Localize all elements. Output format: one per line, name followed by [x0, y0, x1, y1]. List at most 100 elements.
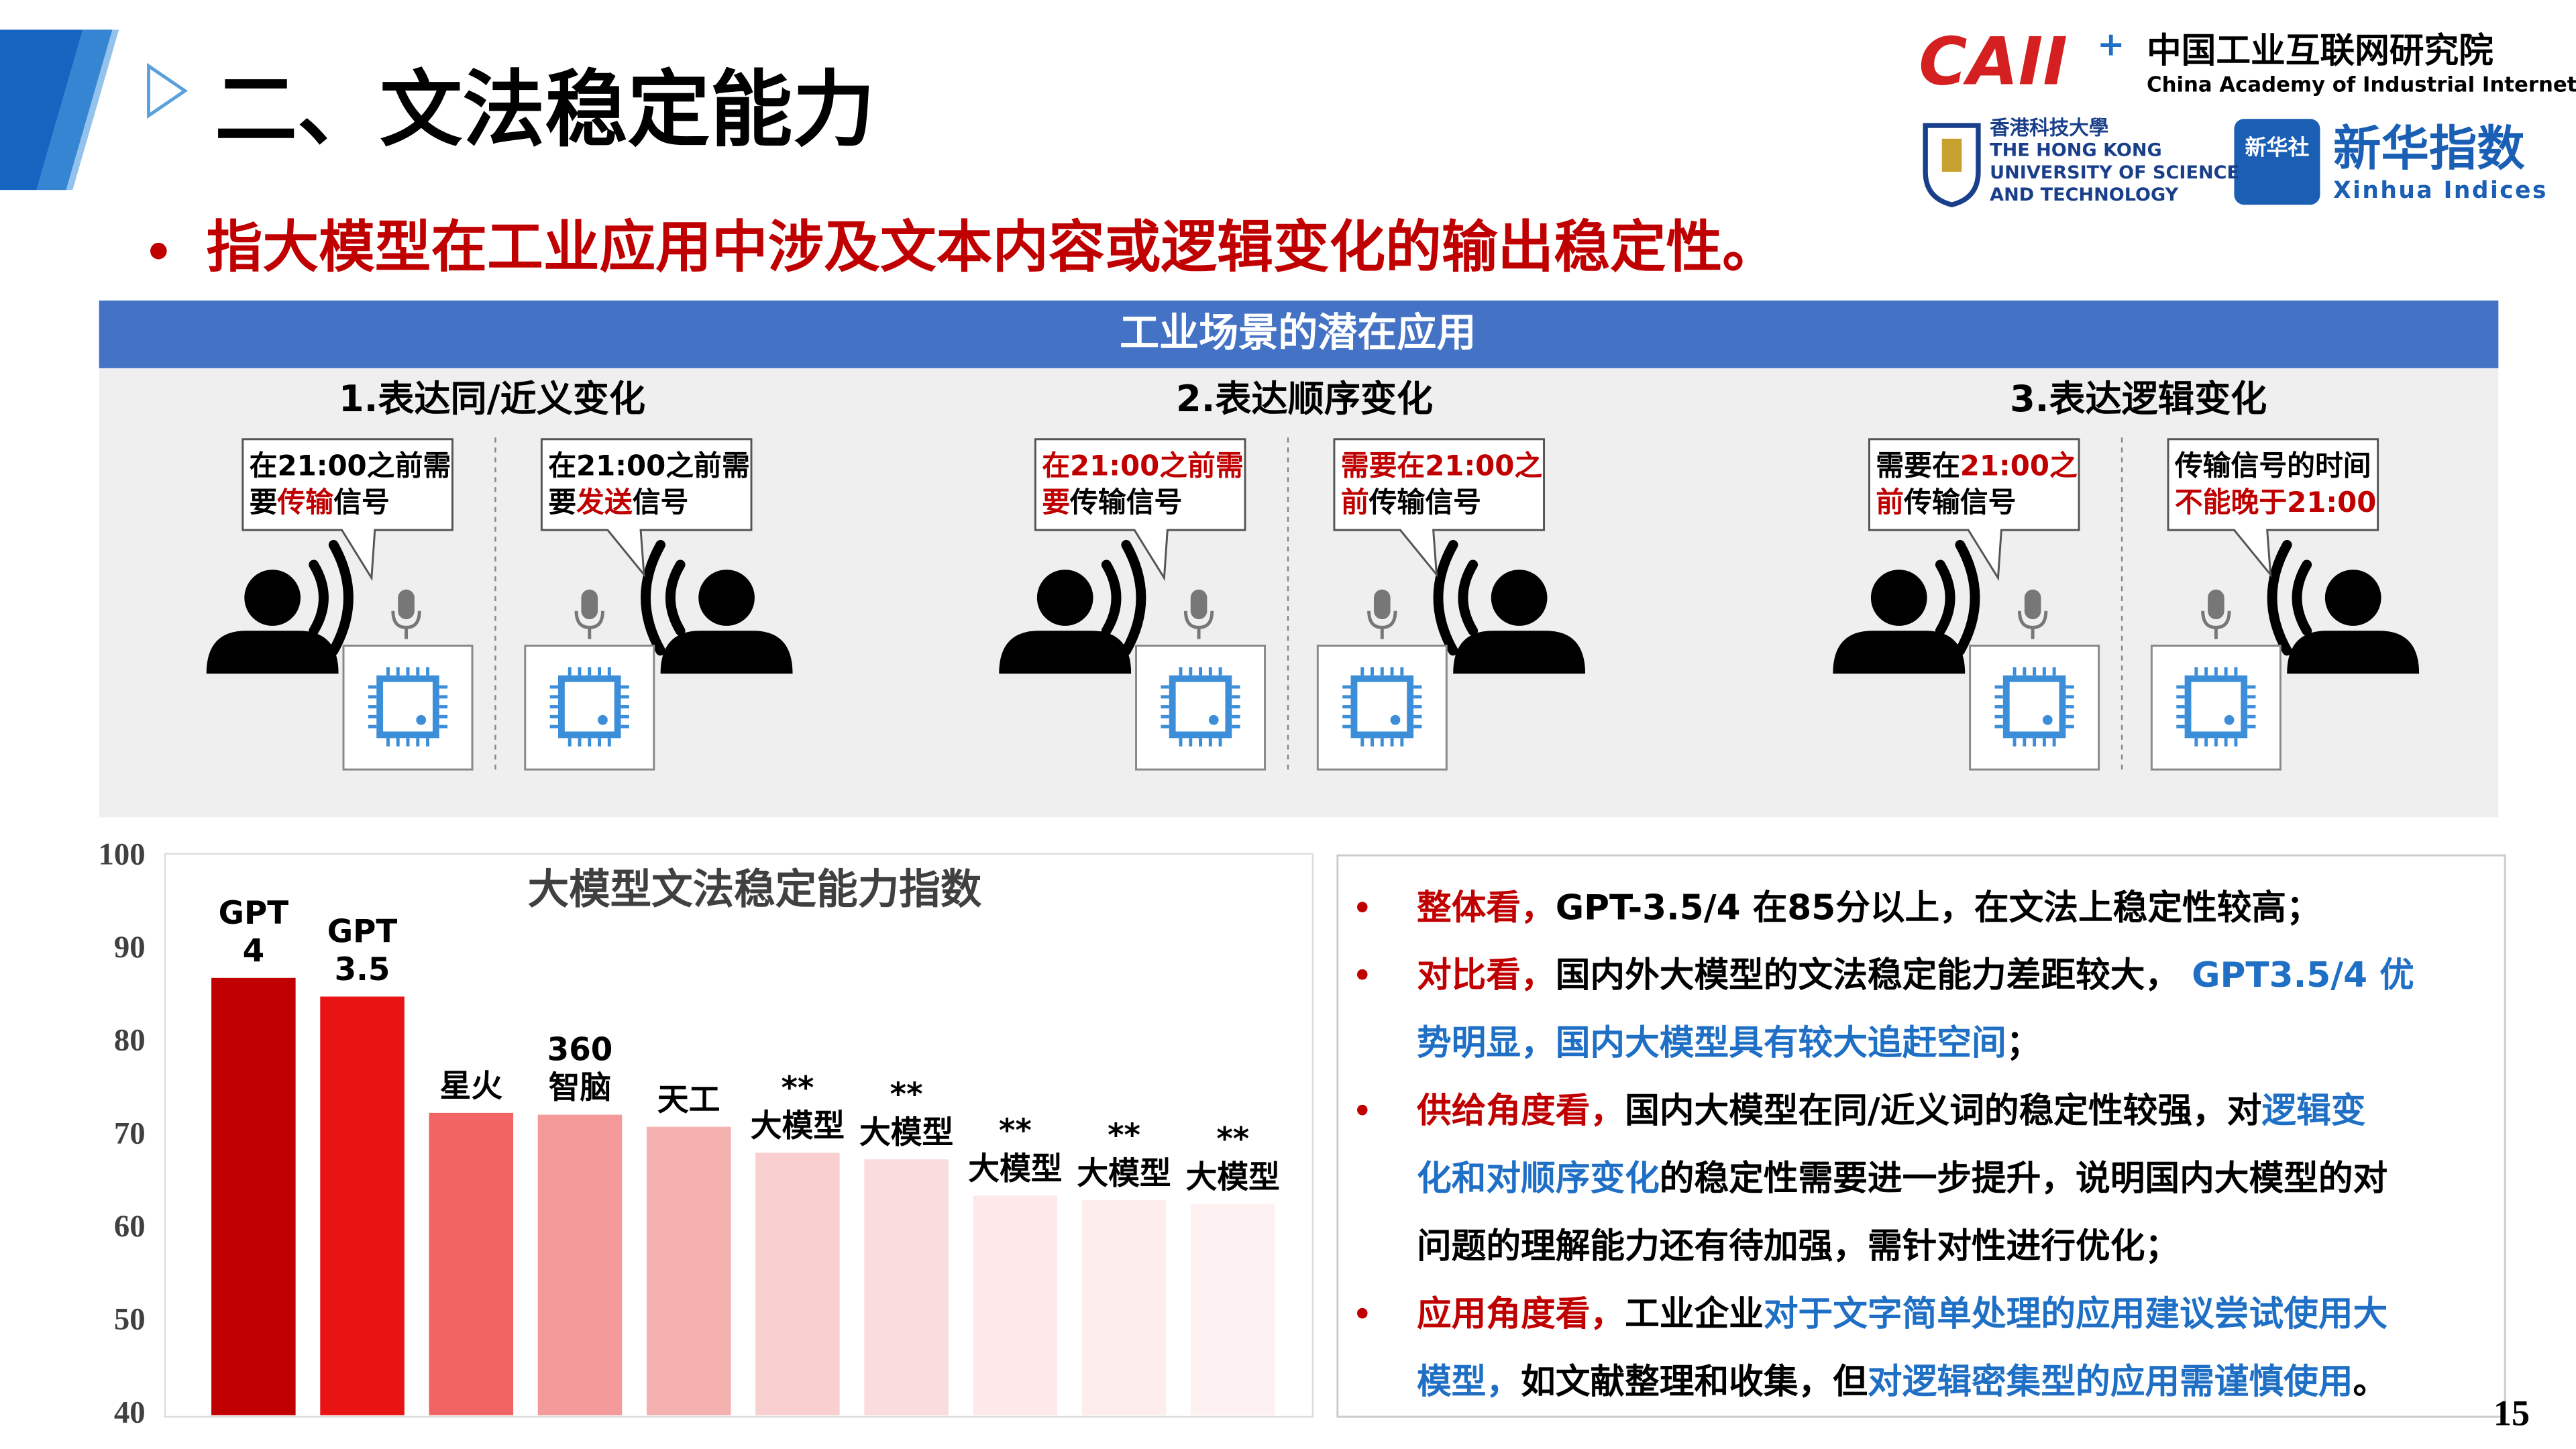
text-run: 发送 [576, 485, 633, 518]
text-run: 前 [1341, 485, 1369, 518]
chip-icon [1970, 645, 2099, 769]
bar [211, 977, 296, 1415]
bar-label: GPT [219, 896, 289, 932]
text-run: 问题的理解能力还有待加强，需针对性进行优化； [1417, 1226, 2180, 1267]
chip-icon [2151, 645, 2280, 769]
text-run: 的稳定性需要进一步提升，说明国内大模型的对 [1660, 1159, 2387, 1199]
scenario-title: 2.表达顺序变化 [1176, 378, 1433, 420]
bar [864, 1159, 949, 1415]
chip-icon [343, 645, 472, 769]
findings-box [1336, 854, 2506, 1418]
text-run: 需要在 [1876, 449, 1960, 482]
page-number: 15 [2493, 1393, 2530, 1433]
speech-bubble [1868, 438, 2080, 582]
bar-label: 3.5 [335, 952, 390, 988]
text-run: 信号 [633, 485, 689, 518]
rich-line: 化和对顺序变化的稳定性需要进一步提升，说明国内大模型的对 [1417, 1159, 2387, 1199]
rich-line: 在21:00之前需 [250, 449, 451, 482]
xinhua-badge-text: 新华社 [2245, 135, 2309, 160]
chip-icon [1136, 645, 1265, 769]
rich-line: 要发送信号 [548, 485, 688, 518]
rich-line: 势明显，国内大模型具有较大追赶空间； [1417, 1023, 2041, 1063]
bullet-dot: • [1353, 959, 1372, 993]
caii-en: China Academy of Industrial Internet [2147, 72, 2576, 97]
text-run: 逻辑变 [2261, 1091, 2365, 1131]
text-run: 不能晚于21:00 [2175, 485, 2376, 518]
bar-label: 大模型 [859, 1115, 953, 1151]
bar [973, 1195, 1058, 1415]
bar [429, 1112, 514, 1415]
rich-line: 整体看，GPT-3.5/4 在85分以上，在文法上稳定性较高； [1417, 888, 2321, 928]
bullet-dot: • [1353, 1094, 1372, 1128]
text-run: 国内大模型在同/近义词的稳定性较强，对 [1625, 1091, 2261, 1131]
bar-label: ** [1216, 1122, 1249, 1158]
bar-label: 大模型 [968, 1151, 1062, 1187]
rich-line: 要传输信号 [1042, 485, 1182, 518]
bar [537, 1114, 623, 1415]
y-tick-label: 50 [114, 1302, 146, 1337]
speech-bubble [1333, 438, 1546, 578]
bar [1081, 1200, 1167, 1415]
subtitle: 指大模型在工业应用中涉及文本内容或逻辑变化的输出稳定性。 [207, 214, 1778, 280]
text-run: 整体看， [1417, 888, 1556, 928]
text-run: 要 [1042, 485, 1070, 518]
text-run: 需要在21:00之 [1341, 449, 1543, 482]
rich-line: 在21:00之前需 [548, 449, 749, 482]
bullet-dot [150, 242, 167, 260]
text-run: 在21:00之前需 [250, 449, 451, 482]
hkust-shield [1941, 138, 1962, 172]
caii-cn: 中国工业互联网研究院 [2147, 31, 2493, 71]
bar [755, 1152, 840, 1415]
y-tick-label: 90 [114, 930, 146, 965]
bullet-dot: • [1353, 1297, 1372, 1332]
caii-logo: CAII [1919, 23, 2068, 100]
rich-line: 前传输信号 [1341, 485, 1481, 518]
rich-line: 在21:00之前需 [1042, 449, 1243, 482]
text-run: 势明显，国内大模型具有较大追赶空间 [1417, 1023, 2006, 1063]
text-run: 。 [2353, 1362, 2388, 1402]
speech-bubble [241, 438, 453, 582]
text-run: 对比看， [1417, 955, 1556, 996]
rich-line: 供给角度看，国内大模型在同/近义词的稳定性较强，对逻辑变 [1417, 1091, 2366, 1131]
rich-line: 前传输信号 [1876, 485, 2016, 518]
scenario-title: 1.表达同/近义变化 [339, 378, 645, 420]
decoration [147, 62, 189, 119]
bar-label: 大模型 [1077, 1156, 1171, 1192]
text-run: 信号 [333, 485, 390, 518]
banner [99, 301, 2499, 368]
speech-bubble [540, 438, 753, 578]
bar [646, 1126, 731, 1415]
y-tick-label: 70 [114, 1116, 146, 1150]
banner-text: 工业场景的潜在应用 [1120, 309, 1477, 356]
text-run: 对于文字简单处理的应用建议尝试使用大 [1764, 1294, 2388, 1334]
y-tick-label: 40 [114, 1395, 146, 1430]
bar-label: ** [999, 1113, 1032, 1149]
text-run: 传输信号 [1069, 485, 1182, 518]
bar-label: 星火 [440, 1068, 503, 1104]
scenario-title: 3.表达逻辑变化 [2010, 378, 2267, 420]
text-run: 对逻辑密集型的应用需谨慎使用 [1868, 1362, 2353, 1402]
page-title: 二、文法稳定能力 [215, 62, 875, 158]
xinhua-cn: 新华指数 [2333, 121, 2525, 176]
hkust-text: UNIVERSITY OF SCIENCE [1990, 162, 2239, 183]
text-run: 工业企业 [1625, 1294, 1764, 1334]
bar-label: 大模型 [751, 1108, 845, 1144]
rich-line: 不能晚于21:00 [2175, 485, 2376, 518]
text-run: 在21:00之前需 [548, 449, 749, 482]
text-run: 传输信号 [1368, 485, 1481, 518]
y-tick-label: 60 [114, 1209, 146, 1244]
y-tick-label: 100 [98, 837, 145, 871]
y-tick-label: 80 [114, 1023, 146, 1058]
text-run: 要 [250, 485, 278, 518]
text-run: GPT-3.5/4 在85分以上，在文法上稳定性较高； [1556, 888, 2321, 928]
speech-bubble [2167, 438, 2379, 578]
caii-plus: + [2097, 24, 2125, 63]
bar [320, 996, 405, 1415]
bar-label: 智脑 [549, 1070, 612, 1106]
bar-label: 大模型 [1186, 1159, 1280, 1195]
text-run: GPT3.5/4 优 [2180, 955, 2414, 996]
rich-line: 需要在21:00之 [1341, 449, 1543, 482]
decoration [36, 30, 119, 191]
text-run: 模型， [1417, 1362, 1521, 1402]
text-run: 化和对顺序变化 [1417, 1159, 1660, 1199]
